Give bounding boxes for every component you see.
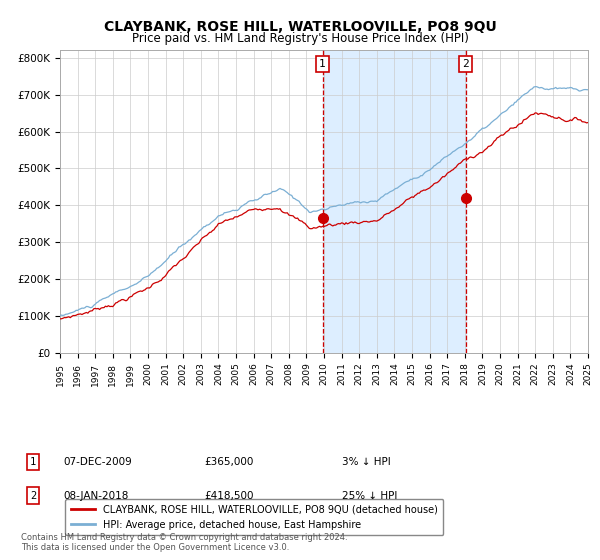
Text: Contains HM Land Registry data © Crown copyright and database right 2024.: Contains HM Land Registry data © Crown c… (21, 533, 347, 542)
Bar (323, 50, 466, 353)
Text: This data is licensed under the Open Government Licence v3.0.: This data is licensed under the Open Gov… (21, 543, 289, 552)
Text: CLAYBANK, ROSE HILL, WATERLOOVILLE, PO8 9QU: CLAYBANK, ROSE HILL, WATERLOOVILLE, PO8 … (104, 20, 496, 34)
Text: £365,000: £365,000 (204, 457, 253, 467)
Text: 25% ↓ HPI: 25% ↓ HPI (342, 491, 397, 501)
Text: £418,500: £418,500 (204, 491, 254, 501)
Text: 08-JAN-2018: 08-JAN-2018 (63, 491, 128, 501)
Text: 07-DEC-2009: 07-DEC-2009 (63, 457, 132, 467)
Text: 2: 2 (462, 59, 469, 69)
Legend: CLAYBANK, ROSE HILL, WATERLOOVILLE, PO8 9QU (detached house), HPI: Average price: CLAYBANK, ROSE HILL, WATERLOOVILLE, PO8 … (65, 499, 443, 535)
Text: 1: 1 (319, 59, 326, 69)
Text: 1: 1 (30, 457, 36, 467)
Text: Price paid vs. HM Land Registry's House Price Index (HPI): Price paid vs. HM Land Registry's House … (131, 32, 469, 45)
Text: 3% ↓ HPI: 3% ↓ HPI (342, 457, 391, 467)
Text: 2: 2 (30, 491, 36, 501)
